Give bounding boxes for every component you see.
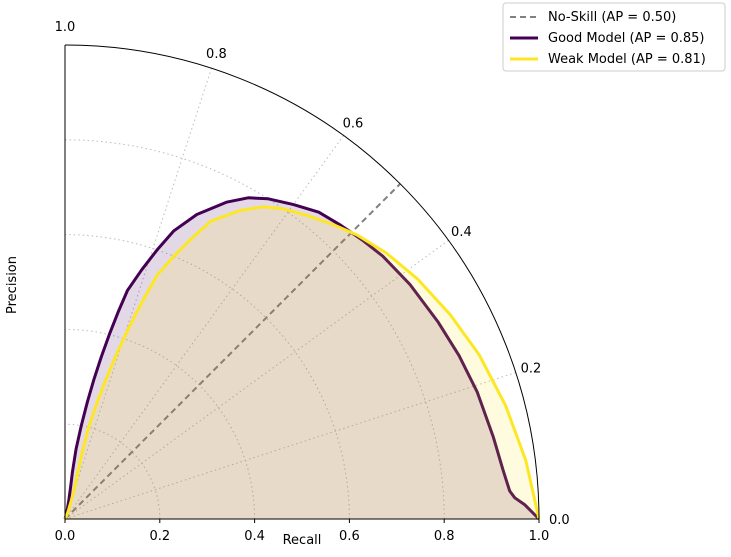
x-tick-label-0: 0.0: [55, 529, 76, 544]
grid-arc-2: [64, 328, 256, 520]
angular-tick-label-3: 0.6: [343, 117, 364, 132]
x-axis-label: Recall: [283, 533, 322, 548]
angular-tick-label-5: 1.0: [55, 20, 76, 35]
series-fill-weak-model: [65, 206, 539, 520]
frame-layer: [64, 44, 540, 520]
x-tick-label-5: 1.0: [529, 529, 550, 544]
outer-arc: [64, 44, 540, 520]
series-fill-good-model: [65, 197, 539, 520]
x-tick-label-1: 0.2: [149, 529, 170, 544]
series-line-good-model: [63, 196, 541, 521]
legend: No-Skill (AP = 0.50) Good Model (AP = 0.…: [502, 2, 726, 72]
series-line-no-skill: [64, 183, 401, 520]
legend-label-weak-model: Weak Model (AP = 0.81): [548, 52, 706, 67]
angular-tick-label-2: 0.4: [451, 225, 472, 240]
x-tick-label-2: 0.4: [244, 529, 265, 544]
angular-tick-label-1: 0.2: [521, 362, 542, 377]
x-tick-label-3: 0.6: [339, 529, 360, 544]
legend-label-good-model: Good Model (AP = 0.85): [548, 31, 705, 46]
grid-layer: [64, 68, 516, 520]
grid-arc-4: [64, 139, 445, 520]
tick-layer: 0.0 0.2 0.4 0.6 0.8 1.00.00.20.40.60.81.0: [55, 20, 570, 544]
y-axis-label: Precision: [5, 256, 20, 314]
x-tick-label-4: 0.8: [434, 529, 455, 544]
legend-label-no-skill: No-Skill (AP = 0.50): [548, 10, 676, 25]
series-line-weak-model: [63, 205, 541, 520]
legend-frame: [502, 2, 726, 72]
angular-tick-label-0: 0.0: [549, 513, 570, 528]
angular-tick-label-4: 0.8: [206, 47, 227, 62]
series-layer: [63, 183, 541, 521]
